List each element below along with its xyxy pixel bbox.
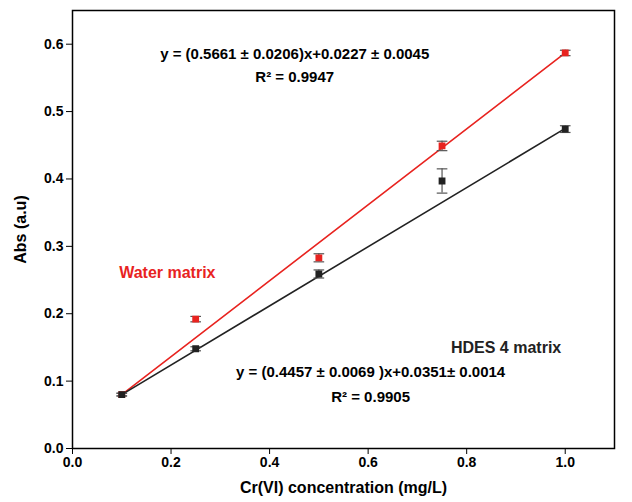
svg-text:0.6: 0.6 bbox=[358, 454, 378, 470]
svg-text:R² = 0.9947: R² = 0.9947 bbox=[255, 68, 334, 85]
svg-text:y = (0.5661 ± 0.0206)x+0.0227: y = (0.5661 ± 0.0206)x+0.0227 ± 0.0045 bbox=[160, 45, 429, 62]
svg-text:0.1: 0.1 bbox=[44, 373, 64, 389]
svg-text:Water matrix: Water matrix bbox=[119, 264, 215, 281]
svg-text:0.6: 0.6 bbox=[44, 36, 64, 52]
svg-text:Cr(VI) concentration (mg/L): Cr(VI) concentration (mg/L) bbox=[240, 479, 447, 496]
svg-text:1.0: 1.0 bbox=[555, 454, 575, 470]
svg-text:R² = 0.9905: R² = 0.9905 bbox=[331, 388, 410, 405]
svg-text:HDES 4 matrix: HDES 4 matrix bbox=[451, 339, 561, 356]
svg-text:0.0: 0.0 bbox=[63, 454, 83, 470]
svg-text:0.0: 0.0 bbox=[44, 440, 64, 456]
svg-text:0.3: 0.3 bbox=[44, 238, 64, 254]
svg-text:Abs (a.u): Abs (a.u) bbox=[12, 195, 29, 263]
svg-text:0.4: 0.4 bbox=[260, 454, 280, 470]
svg-text:0.4: 0.4 bbox=[44, 170, 64, 186]
svg-text:0.8: 0.8 bbox=[457, 454, 477, 470]
svg-text:0.2: 0.2 bbox=[44, 305, 64, 321]
svg-text:0.2: 0.2 bbox=[161, 454, 181, 470]
svg-text:0.5: 0.5 bbox=[44, 103, 64, 119]
svg-text:y = (0.4457 ± 0.0069 )x+0.0351: y = (0.4457 ± 0.0069 )x+0.0351± 0.0014 bbox=[236, 363, 506, 380]
